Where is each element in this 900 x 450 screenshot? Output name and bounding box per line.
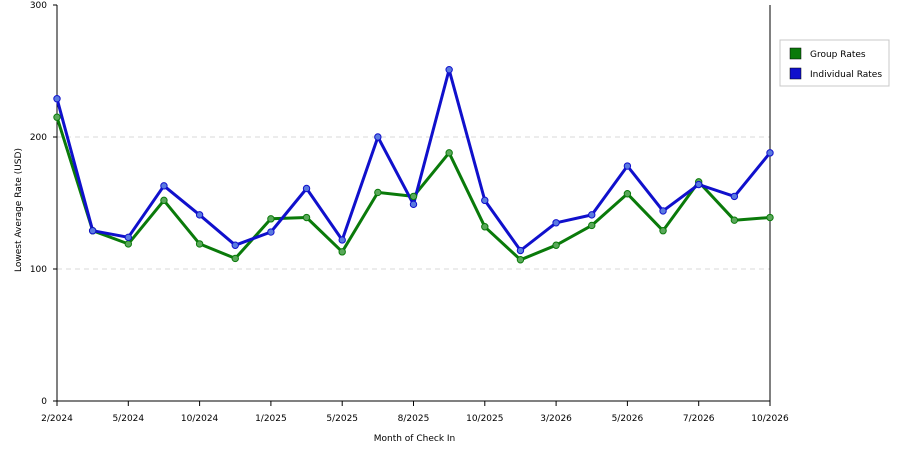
data-point [409,200,418,209]
data-point [695,180,703,189]
data-point [53,95,61,103]
data-point [766,149,774,157]
data-point [160,182,168,190]
x-tick-label: 3/2026 [540,414,572,424]
data-point [730,216,739,224]
y-tick-label: 0 [41,397,47,407]
data-point [445,65,453,74]
y-tick-label: 100 [30,265,47,275]
data-point [481,196,489,205]
data-point [623,162,632,170]
data-point [195,240,204,248]
data-point [124,233,133,242]
data-point [302,184,311,193]
y-tick-label: 200 [30,133,47,143]
legend-swatch [789,47,802,60]
data-point [160,196,168,205]
data-point [195,211,204,219]
legend-swatch [789,67,802,80]
data-point [552,241,560,249]
data-point [124,240,133,248]
x-tick-label: 5/2025 [326,414,358,424]
data-point [409,192,418,201]
data-point [659,207,667,215]
x-tick-label: 10/2025 [466,414,503,424]
data-point [302,213,311,222]
x-tick-label: 7/2026 [683,414,715,424]
data-point [88,227,97,235]
data-point [516,246,525,255]
data-point [267,215,275,223]
data-point [231,241,239,249]
data-point [231,254,239,263]
x-tick-label: 10/2024 [181,414,219,424]
data-point [588,221,596,230]
data-point [53,113,61,121]
data-point [659,227,667,235]
data-point [588,211,596,219]
x-tick-label: 10/2026 [751,414,789,424]
x-tick-label: 5/2026 [612,414,644,424]
data-point [267,228,275,236]
legend-label: Group Rates [810,50,866,60]
x-tick-label: 8/2025 [398,414,430,424]
y-tick-label: 300 [30,1,47,11]
y-axis-title: Lowest Average Rate (USD) [14,148,24,272]
data-point [552,219,560,227]
data-point [374,188,382,197]
data-point [623,190,632,198]
data-point [481,223,489,231]
x-tick-label: 5/2024 [112,414,144,424]
data-point [730,192,739,201]
data-point [338,236,346,244]
data-point [516,256,525,264]
data-point [445,149,453,157]
data-point [338,248,346,256]
data-point [766,213,774,222]
x-tick-label: 1/2025 [255,414,287,424]
legend-label: Individual Rates [810,70,882,80]
x-axis-title: Month of Check In [374,434,456,444]
data-point [374,133,382,141]
x-tick-label: 2/2024 [41,414,73,424]
